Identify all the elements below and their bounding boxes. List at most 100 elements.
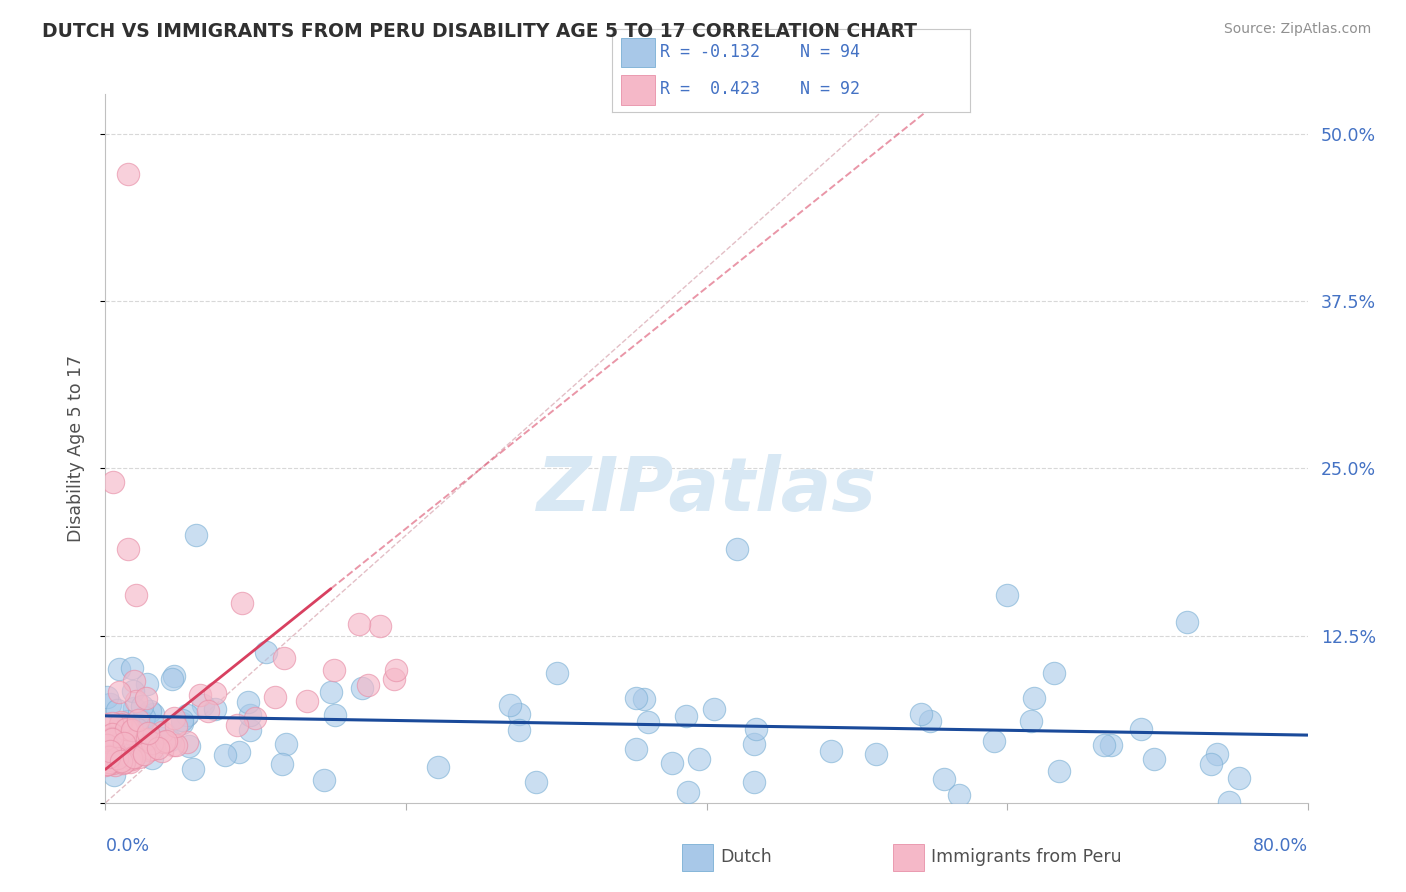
Point [110, 748, 132, 763]
Point [101, 716, 124, 731]
Point [270, 757, 292, 772]
Point [1175, 615, 1198, 630]
Point [508, 706, 530, 721]
Text: R = -0.132    N = 94: R = -0.132 N = 94 [659, 44, 860, 62]
Point [121, 751, 143, 765]
Point [1199, 756, 1222, 771]
Point [820, 744, 842, 758]
Point [117, 541, 139, 556]
Point [145, 719, 167, 733]
Point [163, 669, 186, 683]
Text: DUTCH VS IMMIGRANTS FROM PERU DISABILITY AGE 5 TO 17 CORRELATION CHART: DUTCH VS IMMIGRANTS FROM PERU DISABILITY… [42, 22, 917, 41]
Point [1024, 690, 1046, 705]
Point [162, 711, 184, 725]
Point [136, 726, 159, 740]
Point [115, 722, 138, 736]
FancyBboxPatch shape [620, 76, 655, 105]
Point [98, 755, 121, 769]
Point [124, 673, 146, 688]
Point [149, 731, 172, 746]
Point [115, 720, 138, 734]
Point [239, 723, 262, 738]
Point [948, 789, 970, 803]
Point [128, 750, 150, 764]
Point [382, 673, 405, 687]
Point [121, 684, 143, 698]
Point [1218, 795, 1240, 809]
Point [96, 757, 118, 772]
Point [138, 742, 160, 756]
Point [170, 715, 193, 730]
Point [546, 666, 568, 681]
Point [865, 747, 887, 761]
Point [131, 741, 153, 756]
Point [184, 528, 207, 542]
Point [96, 717, 118, 731]
Point [103, 768, 125, 782]
Point [183, 762, 205, 776]
Point [139, 704, 162, 718]
Point [114, 734, 136, 748]
Point [214, 747, 236, 762]
Text: ZIPatlas: ZIPatlas [537, 454, 876, 527]
Point [165, 739, 187, 753]
Point [148, 741, 170, 756]
Point [108, 742, 131, 756]
Point [121, 723, 143, 738]
Point [1047, 764, 1070, 778]
Point [1143, 752, 1166, 766]
Point [98, 697, 121, 711]
Point [166, 719, 188, 733]
Point [742, 775, 765, 789]
Point [108, 662, 131, 676]
Point [98, 744, 121, 758]
FancyBboxPatch shape [620, 37, 655, 67]
Point [96, 739, 118, 753]
Point [105, 750, 128, 764]
Point [153, 735, 176, 749]
Point [138, 726, 160, 740]
Point [193, 698, 215, 712]
Point [745, 723, 768, 737]
Point [117, 726, 139, 740]
Point [1227, 771, 1250, 785]
Point [352, 681, 374, 696]
Point [128, 732, 150, 747]
Point [100, 755, 122, 769]
Point [94, 729, 117, 743]
Point [624, 691, 647, 706]
Point [176, 735, 198, 749]
Point [117, 167, 139, 181]
Point [427, 760, 450, 774]
Point [112, 736, 135, 750]
Text: Source: ZipAtlas.com: Source: ZipAtlas.com [1223, 22, 1371, 37]
Point [135, 732, 157, 747]
Point [103, 752, 125, 766]
Point [96, 690, 118, 705]
Point [110, 755, 132, 769]
Point [508, 723, 530, 737]
Point [264, 690, 287, 704]
Point [910, 707, 932, 722]
Point [124, 701, 146, 715]
Point [101, 475, 124, 489]
Point [356, 678, 378, 692]
Point [125, 694, 148, 708]
Point [120, 751, 142, 765]
Point [122, 730, 145, 744]
Point [105, 747, 128, 762]
Point [131, 698, 153, 713]
Text: R =  0.423    N = 92: R = 0.423 N = 92 [659, 80, 860, 98]
Point [204, 685, 226, 699]
Point [323, 707, 346, 722]
Point [118, 755, 141, 769]
Point [122, 747, 145, 762]
Point [117, 714, 139, 728]
Point [162, 738, 184, 752]
Point [188, 688, 211, 702]
Point [176, 708, 198, 723]
Point [197, 704, 219, 718]
Point [141, 741, 163, 756]
Point [135, 690, 157, 705]
Point [526, 775, 548, 789]
